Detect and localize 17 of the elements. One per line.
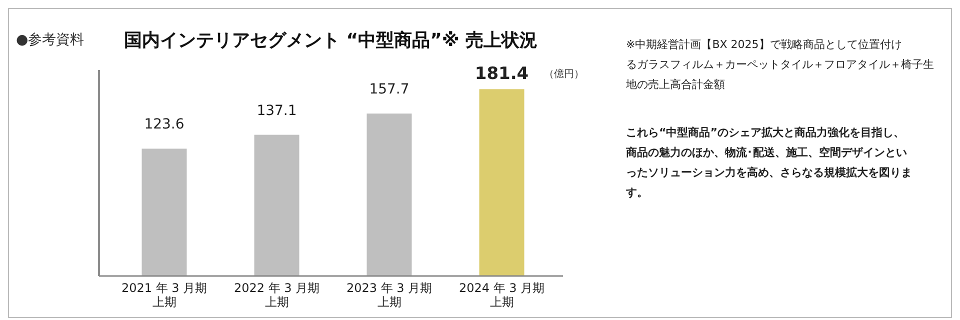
data-label: 181.4 bbox=[474, 64, 529, 84]
x-tick-label: 2023 年 3 月期上期 bbox=[346, 281, 432, 309]
data-label: 123.6 bbox=[144, 116, 184, 133]
x-tick-label: 2024 年 3 月期上期 bbox=[458, 281, 545, 309]
bar bbox=[254, 134, 300, 276]
text: これら“中型商品”のシェア拡大と商品力強化を目指し、商品の魅力のほか、物流･配送、施工、空間デザインといったソリューション力を高め、さらなる規模拡大を図ります。 bbox=[625, 126, 912, 199]
data-label: 157.7 bbox=[369, 82, 410, 98]
text: ●参考資料 bbox=[16, 32, 84, 48]
x-tick-label: 2022 年 3 月期上期 bbox=[234, 281, 320, 309]
chart-title: 国内インテリアセグメント “中型商品”※ 売上状況 bbox=[124, 30, 538, 51]
text: ※中期経営計画【BX 2025】で戦略商品として位置付けるガラスフィルム＋カーペットタイル＋フロアタイル＋椅子生地の売上高合計金額 bbox=[625, 38, 934, 91]
bar bbox=[142, 148, 187, 276]
bar bbox=[366, 114, 412, 276]
y-axis-title: （億円） bbox=[544, 68, 584, 80]
bar bbox=[479, 89, 524, 276]
data-label: 137.1 bbox=[256, 102, 297, 119]
x-tick-label: 2021 年 3 月期上期 bbox=[121, 281, 208, 309]
